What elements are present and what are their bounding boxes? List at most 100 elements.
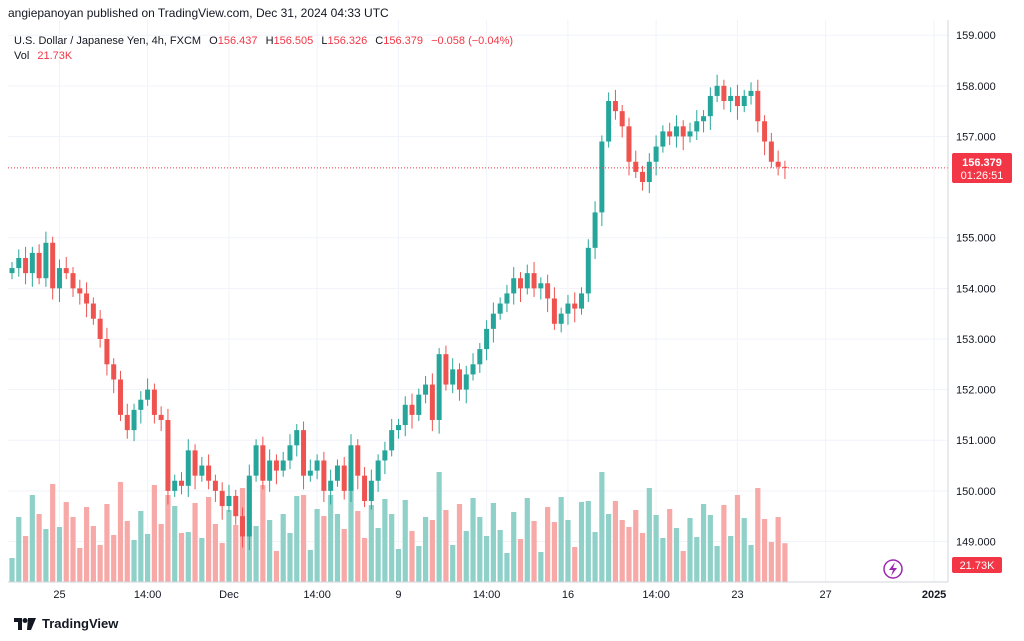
candle-body xyxy=(619,111,625,127)
candle-body xyxy=(551,298,557,324)
volume-bar xyxy=(22,536,29,582)
candle-body xyxy=(673,126,679,137)
candle-body xyxy=(545,283,551,299)
volume-bar xyxy=(599,472,605,582)
volume-bar xyxy=(545,507,551,582)
candle-body xyxy=(626,126,632,162)
candle-body xyxy=(456,369,462,390)
volume-bar xyxy=(172,506,178,582)
volume-bar xyxy=(606,514,612,582)
price-tick-label: 151.000 xyxy=(956,435,996,447)
volume-bar xyxy=(36,514,42,582)
candle-body xyxy=(741,95,747,107)
volume-tag-value: 21.73K xyxy=(960,560,996,572)
volume-bar xyxy=(728,536,734,582)
candle-body xyxy=(267,460,273,481)
volume-bar xyxy=(124,521,130,582)
volume-bar xyxy=(16,517,22,582)
price-tick-label: 159.000 xyxy=(956,30,996,42)
candle-body xyxy=(504,293,510,304)
time-tick-label: 2025 xyxy=(922,589,946,601)
volume-bar xyxy=(538,552,544,582)
candle-body xyxy=(484,328,490,350)
volume-bar xyxy=(43,529,49,582)
volume-bar xyxy=(294,496,300,582)
volume-bar xyxy=(219,543,225,582)
volume-bar xyxy=(687,518,693,582)
volume-bar xyxy=(619,520,625,582)
time-tick-label: 16 xyxy=(562,589,574,601)
volume-bar xyxy=(402,500,408,582)
volume-bar xyxy=(734,495,741,582)
candle-body xyxy=(402,404,408,426)
candle-body xyxy=(755,90,761,122)
volume-bars xyxy=(9,472,788,582)
flash-icon[interactable] xyxy=(883,559,903,579)
volume-bar xyxy=(382,499,388,582)
time-tick-label: 25 xyxy=(53,589,65,601)
candle-body xyxy=(131,409,137,431)
candle-body xyxy=(84,293,90,304)
ohlc-row: U.S. Dollar / Japanese Yen, 4h, FXCM O15… xyxy=(14,34,513,49)
volume-bar xyxy=(361,538,368,582)
volume-bar xyxy=(389,514,395,582)
volume-bar xyxy=(646,488,652,582)
footer-brand: TradingView xyxy=(14,616,118,631)
candle-body xyxy=(192,450,198,476)
volume-bar xyxy=(484,536,490,582)
volume-bar xyxy=(680,551,686,582)
volume-bar xyxy=(253,526,259,582)
candle-body xyxy=(104,338,110,365)
candle-body xyxy=(246,475,252,537)
time-axis: 25 14:00 Dec 14:00 9 14:00 16 14:00 23 27 2025 xyxy=(53,589,946,601)
footer-brand-label: TradingView xyxy=(42,616,119,631)
candle-body xyxy=(775,161,781,167)
candle-body xyxy=(124,414,130,431)
volume-bar xyxy=(741,518,747,582)
symbol-title[interactable]: U.S. Dollar / Japanese Yen, 4h, FXCM xyxy=(14,35,202,47)
candle-body xyxy=(50,242,56,289)
volume-bar xyxy=(694,537,700,582)
volume-bar xyxy=(199,538,205,582)
candle-body xyxy=(694,121,700,132)
volume-bar xyxy=(782,543,788,582)
candle-body xyxy=(368,480,374,501)
volume-bar xyxy=(436,472,442,582)
volume-bar xyxy=(355,511,361,582)
volume-bar xyxy=(287,533,293,582)
time-tick-label: Dec xyxy=(219,589,239,601)
candle-body xyxy=(77,288,83,294)
open-label: O xyxy=(209,35,218,47)
candle-body xyxy=(707,95,713,117)
candle-body xyxy=(348,445,354,491)
candle-body xyxy=(721,85,727,102)
time-tick-label: 14:00 xyxy=(303,589,331,601)
volume-bar xyxy=(592,532,598,582)
volume-bar xyxy=(131,540,137,582)
volume-bar xyxy=(456,504,463,582)
candle-body xyxy=(260,445,266,481)
candle-body xyxy=(212,480,218,491)
volume-bar xyxy=(450,545,456,582)
candle-body xyxy=(524,273,530,289)
volume-bar xyxy=(612,501,619,582)
candle-body xyxy=(531,273,537,289)
volume-bar xyxy=(138,511,144,582)
volume-bar xyxy=(341,529,347,582)
candle-body xyxy=(511,278,517,294)
volume-bar xyxy=(490,503,496,582)
candle-body xyxy=(558,313,564,324)
candle-body xyxy=(253,445,259,476)
close-label: C xyxy=(375,35,384,47)
volume-bar xyxy=(409,531,415,582)
volume-bar xyxy=(565,520,571,582)
volume-bar xyxy=(429,520,435,582)
candle-body xyxy=(497,303,503,314)
volume-bar xyxy=(158,524,164,582)
candle-body xyxy=(23,257,29,274)
volume-bar xyxy=(524,498,530,582)
volume-bar xyxy=(307,550,313,582)
candle-body xyxy=(667,131,673,137)
candle-body xyxy=(307,470,313,476)
